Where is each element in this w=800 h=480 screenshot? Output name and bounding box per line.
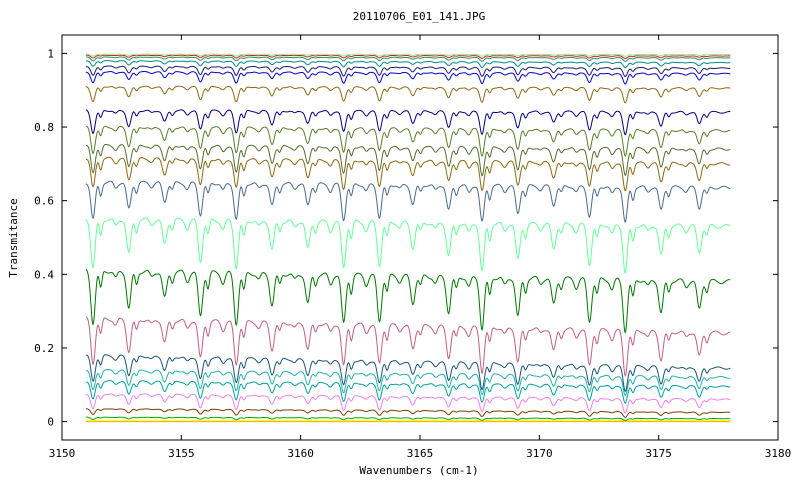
y-tick-label: 0.6 — [34, 195, 54, 208]
series-line — [85, 354, 731, 393]
series-line — [85, 316, 731, 377]
plot-frame — [61, 34, 779, 441]
series-layer — [85, 53, 731, 423]
series-line — [85, 380, 731, 404]
y-tick-label: 0.4 — [34, 268, 54, 281]
series-line — [85, 368, 731, 397]
series-line — [85, 268, 731, 334]
series-line — [85, 408, 731, 418]
series-line — [85, 71, 731, 85]
series-line — [85, 65, 731, 78]
series-line — [85, 419, 731, 422]
series-line — [85, 53, 731, 57]
series-line — [85, 143, 731, 177]
series-line — [85, 156, 731, 192]
x-tick-label: 3170 — [526, 447, 553, 460]
series-line — [85, 217, 731, 274]
series-line — [85, 56, 731, 62]
x-tick-label: 3155 — [168, 447, 195, 460]
x-tick-label: 3165 — [407, 447, 434, 460]
y-tick-label: 1 — [47, 47, 54, 60]
x-tick-label: 3150 — [49, 447, 76, 460]
series-line — [85, 416, 731, 422]
x-tick-label: 3160 — [287, 447, 314, 460]
series-line — [85, 180, 731, 224]
y-tick-label: 0.8 — [34, 121, 54, 134]
series-line — [85, 54, 731, 60]
series-line — [85, 125, 731, 157]
x-tick-label: 3180 — [765, 447, 792, 460]
series-line — [85, 109, 731, 136]
y-axis-label: Transmitance — [7, 198, 20, 277]
x-tick-label: 3175 — [645, 447, 672, 460]
series-line — [85, 393, 731, 414]
y-axis: 0 0.2 0.4 0.6 0.8 1 — [34, 47, 778, 429]
series-line — [85, 60, 731, 69]
x-axis-label: Wavenumbers (cm-1) — [359, 464, 478, 477]
y-tick-label: 0.2 — [34, 342, 54, 355]
x-axis: 3150 3155 3160 3165 3170 3175 3180 — [49, 35, 792, 460]
y-tick-label: 0 — [47, 416, 54, 429]
series-line — [85, 85, 731, 104]
chart-title: 20110706_E01_141.JPG — [353, 10, 485, 23]
